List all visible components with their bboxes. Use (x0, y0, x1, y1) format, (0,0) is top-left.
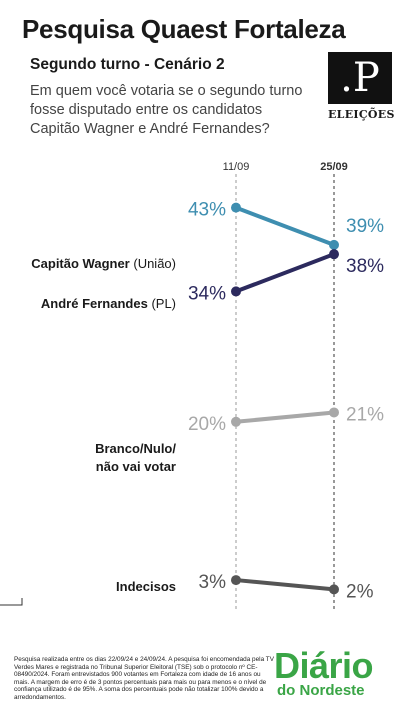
logo-letter: .P (340, 55, 380, 101)
data-label: 39% (346, 216, 384, 237)
page-subtitle: Segundo turno - Cenário 2 (30, 56, 225, 73)
x-tick-label: 11/09 (223, 161, 250, 173)
survey-question: Em quem você votaria se o segundo turno … (30, 83, 303, 137)
diario-do-nordeste-logo: Diário do Nordeste (274, 648, 394, 706)
data-point (329, 239, 339, 250)
data-point (231, 416, 241, 427)
data-label: 43% (188, 200, 226, 221)
x-tick-label: 25/09 (320, 161, 348, 173)
data-label: 3% (199, 572, 227, 593)
data-label: 20% (188, 414, 226, 435)
data-label: 21% (346, 404, 384, 425)
data-label: 38% (346, 256, 384, 277)
series-name-label: Indecisos (116, 579, 176, 594)
data-point (231, 202, 241, 213)
series-line (234, 252, 336, 294)
data-point (329, 407, 339, 418)
data-point (329, 249, 339, 260)
logo-box: .P (328, 52, 392, 104)
series-line (234, 578, 336, 592)
series-name-label: Capitão Wagner (União) (31, 256, 176, 271)
logo-label: ELEIÇÕES (328, 108, 395, 121)
data-point (231, 575, 241, 586)
series-line (234, 410, 336, 424)
methodology-note: Pesquisa realizada entre os dias 22/09/2… (14, 656, 274, 701)
brand-sub: do Nordeste (277, 682, 365, 699)
corner-mark (0, 598, 23, 606)
series-line (234, 205, 336, 247)
data-label: 34% (188, 283, 226, 304)
series-name-label: não vai votar (96, 459, 176, 474)
data-point (231, 286, 241, 297)
series-name-label: André Fernandes (PL) (41, 296, 176, 311)
eleicoes-logo: .P ELEIÇÕES (328, 52, 395, 124)
line-chart: 11/09 25/09 43% 39% Capitão Wagner (União) 34… (31, 161, 384, 610)
data-point (329, 584, 339, 595)
series-name-label: Branco/Nulo/ (95, 441, 176, 456)
data-label: 2% (346, 581, 374, 602)
page-title: Pesquisa Quaest Fortaleza (22, 14, 346, 44)
brand-main: Diário (274, 645, 374, 686)
